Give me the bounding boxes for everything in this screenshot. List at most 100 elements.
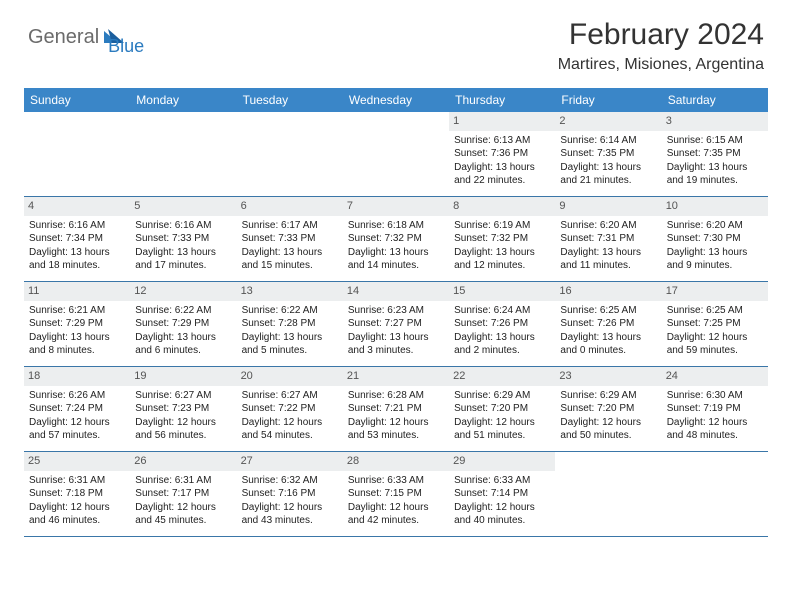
day-number: 23: [555, 367, 661, 386]
day-info-line: Sunset: 7:29 PM: [135, 317, 231, 331]
day-number: 25: [24, 452, 130, 471]
day-info-line: Sunset: 7:26 PM: [560, 317, 656, 331]
day-info-line: Daylight: 12 hours: [135, 416, 231, 430]
day-info-line: Sunset: 7:31 PM: [560, 232, 656, 246]
logo-text-blue: Blue: [108, 36, 144, 57]
day-number: 3: [662, 112, 768, 131]
day-info-line: and 45 minutes.: [135, 514, 231, 528]
day-cell: 6Sunrise: 6:17 AMSunset: 7:33 PMDaylight…: [237, 197, 343, 281]
day-number: 21: [343, 367, 449, 386]
day-info-line: Sunrise: 6:13 AM: [454, 134, 550, 148]
day-info-line: Sunrise: 6:17 AM: [242, 219, 338, 233]
day-info: Sunrise: 6:29 AMSunset: 7:20 PMDaylight:…: [453, 389, 551, 443]
day-info: Sunrise: 6:15 AMSunset: 7:35 PMDaylight:…: [666, 134, 764, 188]
day-info: Sunrise: 6:20 AMSunset: 7:30 PMDaylight:…: [666, 219, 764, 273]
weekday-header: Sunday: [24, 88, 130, 112]
day-number: 16: [555, 282, 661, 301]
day-info: Sunrise: 6:25 AMSunset: 7:26 PMDaylight:…: [559, 304, 657, 358]
day-info: Sunrise: 6:28 AMSunset: 7:21 PMDaylight:…: [347, 389, 445, 443]
day-info-line: and 0 minutes.: [560, 344, 656, 358]
day-info-line: and 5 minutes.: [242, 344, 338, 358]
day-info-line: and 21 minutes.: [560, 174, 656, 188]
day-info-line: Sunset: 7:32 PM: [348, 232, 444, 246]
day-cell-empty: .: [662, 452, 768, 536]
day-cell: 29Sunrise: 6:33 AMSunset: 7:14 PMDayligh…: [449, 452, 555, 536]
day-info-line: Daylight: 13 hours: [454, 246, 550, 260]
month-title: February 2024: [558, 18, 764, 52]
day-info-line: Daylight: 13 hours: [454, 161, 550, 175]
weekday-header: Saturday: [662, 88, 768, 112]
day-number: 4: [24, 197, 130, 216]
day-info-line: Daylight: 13 hours: [242, 331, 338, 345]
day-info-line: and 11 minutes.: [560, 259, 656, 273]
day-info-line: Sunrise: 6:20 AM: [560, 219, 656, 233]
day-cell: 1 Sunrise: 6:13 AMSunset: 7:36 PMDaylight…: [449, 112, 555, 196]
day-info-line: and 48 minutes.: [667, 429, 763, 443]
day-info: Sunrise: 6:18 AMSunset: 7:32 PMDaylight:…: [347, 219, 445, 273]
weekday-header: Thursday: [449, 88, 555, 112]
day-info: Sunrise: 6:16 AMSunset: 7:33 PMDaylight:…: [134, 219, 232, 273]
day-info-line: Sunrise: 6:23 AM: [348, 304, 444, 318]
day-info-line: Sunset: 7:21 PM: [348, 402, 444, 416]
day-cell-empty: .: [130, 112, 236, 196]
day-info-line: and 3 minutes.: [348, 344, 444, 358]
day-info-line: Sunset: 7:27 PM: [348, 317, 444, 331]
day-cell: 8Sunrise: 6:19 AMSunset: 7:32 PMDaylight…: [449, 197, 555, 281]
day-info-line: Sunrise: 6:25 AM: [667, 304, 763, 318]
day-cell: 5 Sunrise: 6:16 AMSunset: 7:33 PMDaylight…: [130, 197, 236, 281]
weekday-header: Wednesday: [343, 88, 449, 112]
day-info: Sunrise: 6:23 AMSunset: 7:27 PMDaylight:…: [347, 304, 445, 358]
day-info-line: Daylight: 13 hours: [29, 331, 125, 345]
day-cell: 28Sunrise: 6:33 AMSunset: 7:15 PMDayligh…: [343, 452, 449, 536]
weekday-header: Tuesday: [237, 88, 343, 112]
day-info: Sunrise: 6:32 AMSunset: 7:16 PMDaylight:…: [241, 474, 339, 528]
day-info-line: and 53 minutes.: [348, 429, 444, 443]
day-cell: 16 Sunrise: 6:25 AMSunset: 7:26 PMDayligh…: [555, 282, 661, 366]
day-number: 14: [343, 282, 449, 301]
day-info: Sunrise: 6:14 AMSunset: 7:35 PMDaylight:…: [559, 134, 657, 188]
day-info-line: Sunrise: 6:19 AM: [454, 219, 550, 233]
day-info: Sunrise: 6:19 AMSunset: 7:32 PMDaylight:…: [453, 219, 551, 273]
day-info-line: Sunset: 7:32 PM: [454, 232, 550, 246]
day-number: 12: [130, 282, 236, 301]
day-info-line: and 59 minutes.: [667, 344, 763, 358]
day-number: 5: [130, 197, 236, 216]
day-info-line: Daylight: 13 hours: [667, 161, 763, 175]
day-info-line: Sunset: 7:29 PM: [29, 317, 125, 331]
day-info-line: Sunrise: 6:20 AM: [667, 219, 763, 233]
week-row: 25 Sunrise: 6:31 AMSunset: 7:18 PMDayligh…: [24, 452, 768, 537]
day-info-line: and 43 minutes.: [242, 514, 338, 528]
day-cell-empty: .: [555, 452, 661, 536]
day-info-line: Sunrise: 6:32 AM: [242, 474, 338, 488]
logo: General Blue: [28, 18, 144, 57]
day-info-line: Sunset: 7:35 PM: [560, 147, 656, 161]
day-cell-empty: .: [343, 112, 449, 196]
day-cell: 24Sunrise: 6:30 AMSunset: 7:19 PMDayligh…: [662, 367, 768, 451]
day-info-line: Sunrise: 6:33 AM: [454, 474, 550, 488]
day-info-line: and 2 minutes.: [454, 344, 550, 358]
day-info-line: Daylight: 12 hours: [242, 501, 338, 515]
day-info-line: Sunset: 7:33 PM: [135, 232, 231, 246]
day-cell: 18Sunrise: 6:26 AMSunset: 7:24 PMDayligh…: [24, 367, 130, 451]
day-info: Sunrise: 6:13 AMSunset: 7:36 PMDaylight:…: [453, 134, 551, 188]
day-info-line: Daylight: 13 hours: [560, 331, 656, 345]
day-cell: 11Sunrise: 6:21 AMSunset: 7:29 PMDayligh…: [24, 282, 130, 366]
day-info-line: Daylight: 12 hours: [29, 501, 125, 515]
day-cell: 19Sunrise: 6:27 AMSunset: 7:23 PMDayligh…: [130, 367, 236, 451]
day-info-line: Sunset: 7:17 PM: [135, 487, 231, 501]
day-info: Sunrise: 6:31 AMSunset: 7:18 PMDaylight:…: [28, 474, 126, 528]
day-number: 27: [237, 452, 343, 471]
day-info-line: Sunset: 7:36 PM: [454, 147, 550, 161]
day-info: Sunrise: 6:26 AMSunset: 7:24 PMDaylight:…: [28, 389, 126, 443]
day-cell: 10Sunrise: 6:20 AMSunset: 7:30 PMDayligh…: [662, 197, 768, 281]
day-info-line: Sunset: 7:15 PM: [348, 487, 444, 501]
day-info-line: and 6 minutes.: [135, 344, 231, 358]
day-info-line: and 42 minutes.: [348, 514, 444, 528]
day-info-line: Daylight: 12 hours: [454, 416, 550, 430]
day-info-line: Daylight: 13 hours: [560, 161, 656, 175]
day-info-line: Sunset: 7:33 PM: [242, 232, 338, 246]
day-cell-empty: .: [237, 112, 343, 196]
day-info-line: Daylight: 12 hours: [29, 416, 125, 430]
day-info-line: Daylight: 13 hours: [135, 246, 231, 260]
day-number: 1: [449, 112, 555, 131]
